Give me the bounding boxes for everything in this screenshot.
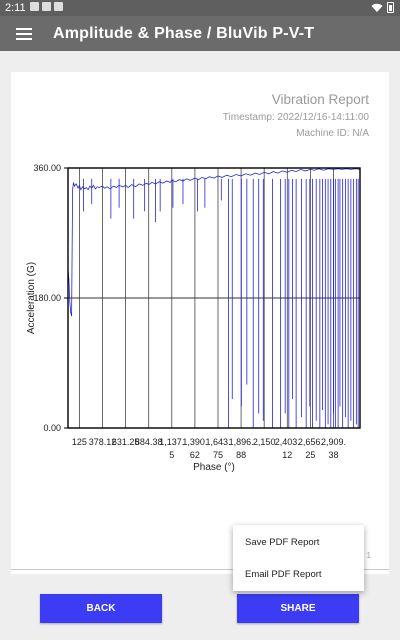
battery-icon (387, 2, 394, 13)
x-tick-label-line2: 88 (236, 450, 246, 460)
x-tick-label: 1,137. (159, 437, 184, 447)
x-tick-label: 2,150 (253, 437, 276, 447)
share-button[interactable]: SHARE (237, 594, 359, 623)
y-tick-label: 180.00 (33, 293, 61, 303)
app-title: Amplitude & Phase / BluVib P-V-T (53, 25, 315, 42)
notification-icons (30, 2, 63, 11)
series-line (67, 168, 361, 317)
page-number: 1 (366, 551, 371, 560)
notification-icon (30, 2, 39, 11)
x-axis-label: Phase (°) (193, 462, 235, 473)
y-tick-label: 0.00 (43, 423, 61, 433)
x-tick-label: 884.38 (135, 437, 163, 447)
x-tick-label-line2: 38 (328, 450, 338, 460)
y-tick-label: 360.00 (33, 163, 61, 173)
report-timestamp: Timestamp: 2022/12/16-14:11:00 (222, 112, 369, 123)
x-tick-label: 1,643. (205, 437, 230, 447)
save-pdf-report-item[interactable]: Save PDF Report (245, 537, 320, 548)
x-tick-label: 2,656. (298, 437, 323, 447)
chart-series (67, 168, 361, 428)
report-title: Vibration Report (271, 92, 369, 107)
x-tick-label: 378.12 (89, 437, 117, 447)
x-tick-label: 125 (72, 437, 87, 447)
x-tick-label-line2: 25 (305, 450, 315, 460)
y-axis-label: Acceleration (G) (26, 262, 37, 334)
app-bar: Amplitude & Phase / BluVib P-V-T (0, 16, 400, 51)
x-tick-label-line2: 12 (282, 450, 292, 460)
wifi-icon (371, 3, 383, 12)
share-menu: Save PDF Report Email PDF Report (233, 525, 364, 591)
x-tick-label-line2: 62 (190, 450, 200, 460)
x-tick-label-line2: 5 (169, 450, 174, 460)
report-page: Vibration Report Timestamp: 2022/12/16-1… (11, 72, 389, 574)
notification-icon (42, 2, 51, 11)
x-tick-label: 631.25 (112, 437, 140, 447)
status-bar: 2:11 (0, 0, 400, 16)
x-tick-label: 2,909. (321, 437, 346, 447)
email-pdf-report-item[interactable]: Email PDF Report (245, 569, 322, 580)
x-tick-label: 1,896. (229, 437, 254, 447)
status-right (371, 2, 394, 13)
status-time: 2:11 (5, 2, 26, 14)
back-button[interactable]: BACK (40, 594, 162, 623)
divider (11, 569, 389, 570)
hamburger-menu-icon[interactable] (16, 25, 34, 41)
report-machine-id: Machine ID: N/A (296, 128, 369, 139)
x-tick-label: 2,403. (275, 437, 300, 447)
y-tick-labels: 360.00 180.00 0.00 (33, 163, 68, 433)
gmail-icon (54, 2, 63, 11)
x-tick-label-line2: 75 (213, 450, 223, 460)
x-tick-label: 1,390. (182, 437, 207, 447)
